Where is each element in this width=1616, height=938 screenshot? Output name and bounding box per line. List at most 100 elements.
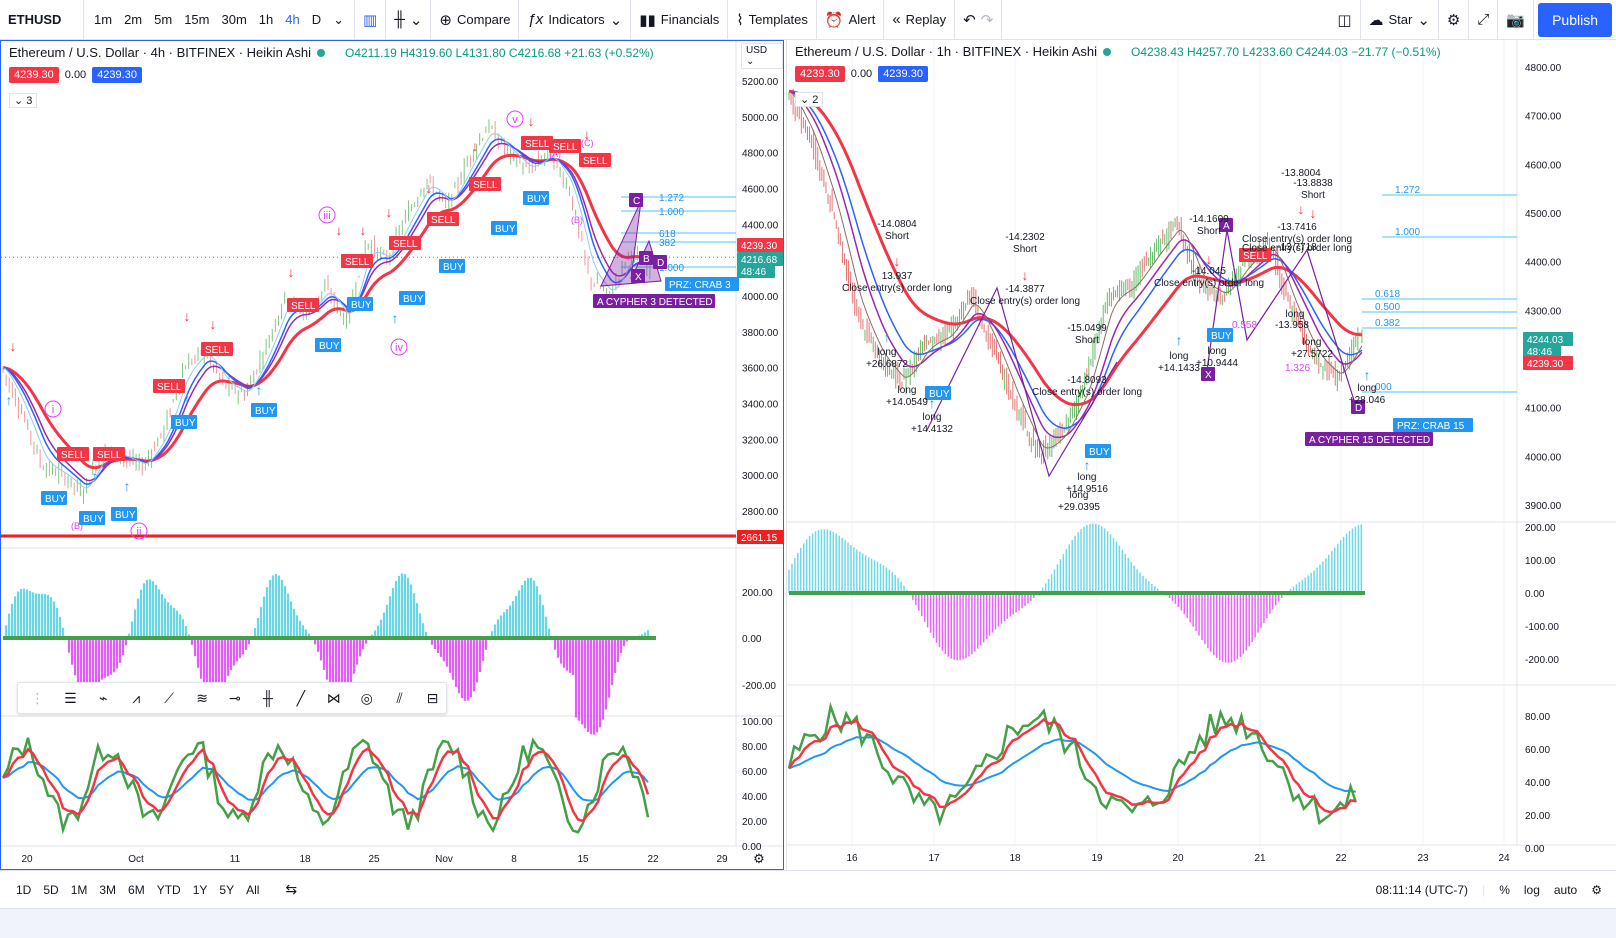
percent-toggle[interactable]: % (1499, 882, 1510, 897)
interval-2m[interactable]: 2m (124, 12, 143, 27)
buy-arrow-icon: ↑ (1364, 367, 1371, 383)
trendline-icon[interactable]: ⟋ (164, 689, 175, 706)
interval-group: 1m 2m 5m 15m 30m 1h 4h D ⌄ (84, 0, 356, 40)
range-3m[interactable]: 3M (99, 882, 117, 897)
trade-annotation: long (1303, 337, 1322, 348)
cloud-icon: ☁ (1368, 11, 1384, 29)
replay-button[interactable]: « Replay (884, 0, 956, 40)
trade-annotation: -13.7416 (1277, 222, 1317, 233)
buy-signal: BUY (1085, 444, 1111, 458)
gann-icon[interactable]: ◎ (360, 689, 373, 706)
indicators-collapse-button[interactable]: ⌄ 2 (795, 92, 824, 107)
trade-annotation: long (1286, 309, 1305, 320)
range-1m[interactable]: 1M (70, 882, 88, 897)
alert-button[interactable]: ⏰ Alert (817, 0, 885, 40)
settings-gear-icon[interactable]: ⚙ (1591, 882, 1602, 897)
trade-annotation: -14.2302 (1005, 232, 1045, 243)
layout-button[interactable]: ◫ (1329, 0, 1361, 40)
right-chart-pane[interactable]: 4800.00 4700.00 4600.00 4500.00 4400.00 4300.… (786, 40, 1616, 870)
rewind-icon: « (892, 11, 901, 28)
sell-signal: SELL (153, 379, 185, 393)
abc-pattern-icon[interactable]: ⌁ (99, 689, 108, 706)
symbol-search[interactable]: ETHUSD (0, 0, 84, 40)
redo-icon[interactable]: ↷ (980, 11, 994, 29)
publish-button[interactable]: Publish (1538, 2, 1612, 37)
price-tick-label: 2800.00 (742, 507, 779, 518)
line-tool-icon[interactable]: ╱ (296, 689, 306, 706)
buy-signal-bg (315, 338, 341, 352)
star-button[interactable]: ☁ Star ⌄ (1361, 0, 1439, 40)
buy-arrow-icon: ↑ (884, 329, 891, 345)
sell-signal-text: SELL (431, 215, 456, 226)
buy-signal-text: BUY (45, 494, 66, 505)
left-chart-canvas[interactable]: 5200.005000.004800.004600.004400.004200.… (1, 41, 783, 869)
settings-button[interactable]: ⚙ (1439, 0, 1470, 40)
range-1y[interactable]: 1Y (192, 882, 208, 897)
templates-button[interactable]: ⌇ Templates (728, 0, 817, 40)
sell-button[interactable]: 4239.30 (9, 67, 59, 83)
interval-5m[interactable]: 5m (154, 12, 173, 27)
fib-icon[interactable]: ≋ (196, 689, 208, 706)
interval-1m[interactable]: 1m (94, 12, 113, 27)
buy-signal: BUY (925, 386, 951, 400)
left-chart-pane[interactable]: 5200.005000.004800.004600.004400.004200.… (0, 40, 784, 870)
countdown-tag-text: 48:46 (741, 267, 766, 278)
range-6m[interactable]: 6M (128, 882, 145, 897)
fullscreen-button[interactable]: ⤢ (1469, 0, 1499, 40)
buy-signal: BUY (1207, 328, 1233, 342)
rsi-red-line (2, 746, 650, 823)
range-5d[interactable]: 5D (43, 882, 59, 897)
drag-handle-icon[interactable]: ⋮ (30, 689, 45, 706)
sell-button[interactable]: 4239.30 (795, 66, 845, 82)
bottom-toolbar: 1D 5D 1M 3M 6M YTD 1Y 5Y All ⇆ 08:11:14 … (0, 870, 1616, 908)
osc-tick-label: 0.00 (1525, 589, 1545, 600)
left-chart-title: Ethereum / U.S. Dollar · 4h · BITFINEX ·… (9, 45, 311, 60)
elliott-wave-icon[interactable]: ⩘ (132, 689, 141, 706)
bars-icon: ▥ (363, 11, 378, 29)
indicators-collapse-button[interactable]: ⌄ 3 (9, 93, 38, 108)
log-toggle[interactable]: log (1523, 882, 1540, 897)
range-1d[interactable]: 1D (16, 882, 32, 897)
clock-time[interactable]: 08:11:14 (UTC-7) (1375, 882, 1469, 897)
pattern-icon[interactable]: ⋈ (326, 689, 341, 706)
rsi-tick-label: 20.00 (1525, 811, 1550, 822)
close-price-tag-text: 4244.03 (1527, 335, 1564, 346)
right-chart-canvas[interactable]: 4800.00 4700.00 4600.00 4500.00 4400.00 4300.… (787, 40, 1616, 870)
undo-icon[interactable]: ↶ (963, 11, 976, 29)
interval-1h[interactable]: 1h (258, 12, 274, 27)
auto-toggle[interactable]: auto (1553, 882, 1578, 897)
close-price-tag-text: 4216.68 (741, 255, 778, 266)
current-price-tag-text: 4239.30 (741, 241, 778, 252)
range-all[interactable]: All (246, 882, 260, 897)
candles-draw-icon[interactable]: ╫ (262, 690, 273, 706)
financials-button[interactable]: ▮▮ Financials (631, 0, 729, 40)
chart-type-button[interactable]: ╫ ⌄ (386, 0, 432, 40)
indicators-button[interactable]: ƒx Indicators ⌄ (519, 0, 632, 40)
bar-style-button[interactable]: ▥ (355, 0, 387, 40)
parallel-channel-icon[interactable]: ⫽ (396, 689, 403, 706)
interval-d[interactable]: D (311, 12, 322, 27)
snapshot-button[interactable]: 📷 (1498, 0, 1535, 40)
chevron-down-icon[interactable]: ⌄ (333, 11, 345, 27)
lines-icon[interactable]: ☰ (64, 689, 77, 706)
horizontal-ray-icon[interactable]: ⊸ (229, 689, 241, 706)
sell-signal-text: SELL (205, 345, 230, 356)
interval-15m[interactable]: 15m (184, 12, 210, 27)
price-tick-label: 3600.00 (742, 364, 779, 375)
sell-signal-text: SELL (583, 156, 608, 167)
fib-label: 1.000 (1395, 227, 1420, 238)
buy-signal-bg (41, 491, 67, 505)
buy-button[interactable]: 4239.30 (878, 66, 928, 82)
buy-button[interactable]: 4239.30 (92, 67, 142, 83)
buy-signal-bg (171, 415, 197, 429)
trade-annotation: -14.0804 (877, 219, 917, 230)
range-5y[interactable]: 5Y (219, 882, 235, 897)
regression-icon[interactable]: ⊟ (426, 689, 439, 706)
goto-date-icon[interactable]: ⇆ (285, 881, 298, 897)
range-ytd[interactable]: YTD (156, 882, 181, 897)
currency-button[interactable]: USD ⌄ (741, 43, 783, 69)
compare-button[interactable]: ⊕ Compare (431, 0, 520, 40)
interval-30m[interactable]: 30m (221, 12, 247, 27)
sell-signal: SELL (389, 236, 421, 250)
interval-4h[interactable]: 4h (285, 12, 300, 27)
